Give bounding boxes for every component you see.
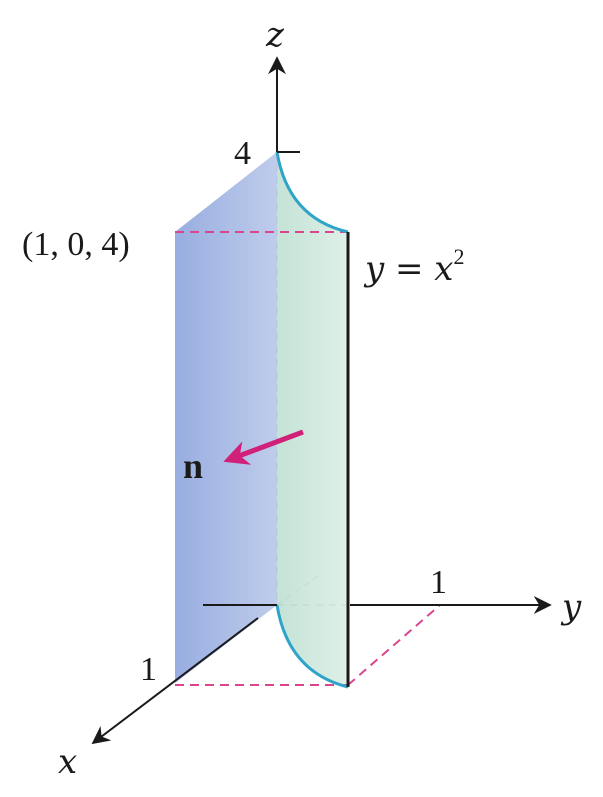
y-tick-label-1: 1 (430, 564, 447, 601)
z-axis-label: z (265, 15, 285, 55)
top-curve-edge (275, 151, 349, 234)
x-axis (91, 617, 259, 745)
bottom-right-dashed-edge (347, 604, 441, 686)
curve-equation-base: y = x (363, 249, 454, 289)
z-tick-label-4: 4 (234, 135, 251, 172)
y-axis-label: y (560, 587, 582, 627)
front-plane-face (175, 152, 277, 683)
corner-point-label: (1, 0, 4) (22, 226, 130, 263)
x-axis-label: x (58, 742, 77, 782)
x-tick-label-1: 1 (140, 651, 157, 688)
normal-vector-label: n (183, 446, 203, 486)
normal-vector-arrow (223, 429, 304, 465)
bottom-curve-edge (275, 604, 349, 689)
curve-equation-exponent: 2 (454, 244, 465, 269)
curved-surface-face (277, 152, 348, 687)
curve-equation-label: y = x2 (363, 244, 465, 289)
